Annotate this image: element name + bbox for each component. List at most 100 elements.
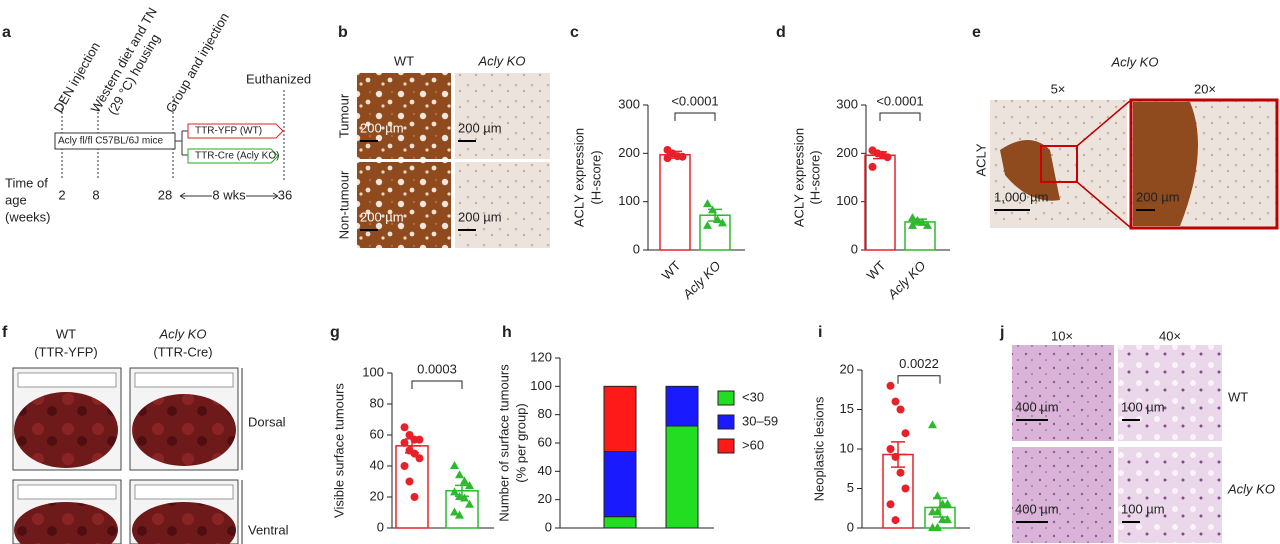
label: 8 wks (212, 187, 246, 202)
y-tick-label: 20 (538, 491, 552, 506)
point (718, 218, 727, 227)
bar-segment (665, 385, 699, 427)
legend-swatch (717, 438, 735, 454)
point (928, 420, 937, 429)
y-axis-label: (H-score) (588, 150, 603, 204)
label: Acly KO (1111, 54, 1159, 69)
panel-label: a (2, 24, 11, 41)
point (883, 153, 892, 162)
y-axis-label: Number of surface tumours (496, 364, 511, 522)
point (455, 470, 464, 479)
label: age (5, 192, 27, 207)
y-tick-label: 15 (840, 401, 854, 416)
point (923, 220, 932, 229)
point (891, 452, 900, 461)
label: TTR-YFP (WT) (195, 126, 262, 137)
label: 40× (1159, 328, 1181, 343)
label: Acly fl/fl C57BL/6J mice (58, 136, 163, 147)
ihc-images (12, 73, 1279, 544)
label: 5× (1051, 81, 1066, 96)
y-tick-label: 100 (618, 193, 640, 208)
x-tick-label: Acly KO (679, 258, 724, 303)
point (886, 445, 895, 453)
scale-label: 400 µm (1015, 501, 1059, 516)
point (886, 500, 895, 509)
point (400, 423, 409, 432)
y-axis-label: (H-score) (807, 150, 822, 204)
y-tick-label: 60 (370, 426, 384, 441)
scale-label: 200 µm (360, 120, 404, 135)
point (410, 493, 419, 501)
y-tick-label: 300 (618, 96, 640, 111)
point (868, 162, 877, 171)
label: Time of (5, 175, 48, 190)
point (455, 492, 464, 500)
point (678, 152, 687, 161)
scale-label: 100 µm (1121, 399, 1165, 414)
label: 20× (1194, 81, 1216, 96)
y-tick-label: 20 (840, 361, 854, 376)
legend-swatch (717, 390, 735, 406)
point (663, 154, 672, 163)
point (703, 220, 712, 229)
label: 8 (92, 187, 99, 202)
point (891, 397, 900, 406)
legend-label: 30–59 (742, 413, 778, 428)
y-tick-label: 300 (836, 96, 858, 111)
point (943, 515, 952, 524)
point (918, 217, 927, 226)
label: 10× (1051, 328, 1073, 343)
y-tick-label: 100 (362, 364, 384, 379)
y-tick-label: 200 (618, 145, 640, 160)
label: 28 (158, 187, 172, 202)
timeline (54, 90, 285, 200)
y-tick-label: 5 (847, 480, 854, 495)
point (450, 461, 459, 469)
bar-segment (603, 385, 637, 453)
point (713, 215, 722, 224)
x-tick-label: WT (864, 258, 889, 283)
point (465, 499, 474, 508)
scale-label: 200 µm (1136, 189, 1180, 204)
point (460, 476, 469, 485)
x-tick-label: Acly KO (884, 258, 929, 303)
label: Acly KO (159, 326, 207, 341)
y-tick-label: 80 (538, 406, 552, 421)
y-axis-label: ACLY expression (571, 128, 586, 227)
y-tick-label: 10 (840, 440, 854, 455)
point (933, 491, 942, 500)
panel-label: d (776, 24, 786, 41)
y-tick-label: 80 (370, 395, 384, 410)
y-tick-label: 0 (847, 519, 854, 534)
label: WT (56, 326, 76, 341)
point (415, 435, 424, 444)
scale-label: 100 µm (1121, 501, 1165, 516)
p-value: <0.0001 (671, 93, 718, 108)
label: Non-tumour (336, 170, 351, 239)
label: (weeks) (5, 209, 51, 224)
point (908, 213, 917, 222)
y-tick-label: 40 (370, 457, 384, 472)
y-tick-label: 120 (530, 349, 552, 364)
point (455, 510, 464, 519)
point (943, 499, 952, 508)
label: (TTR-YFP) (34, 344, 98, 359)
bar (659, 154, 691, 251)
point (913, 216, 922, 224)
y-axis-label: ACLY expression (791, 128, 806, 227)
point (896, 468, 905, 477)
point (901, 429, 910, 438)
significance-bracket (897, 375, 941, 384)
panel-label: j (999, 324, 1004, 341)
significance-bracket (879, 112, 921, 121)
point (891, 516, 900, 525)
y-tick-label: 20 (370, 488, 384, 503)
point (896, 405, 905, 414)
y-axis-label: Neoplastic lesions (811, 396, 826, 501)
legend-swatch (717, 414, 735, 430)
y-tick-label: 200 (836, 145, 858, 160)
label: WT (1228, 389, 1248, 404)
panel-label: h (502, 324, 512, 341)
y-tick-label: 40 (538, 463, 552, 478)
